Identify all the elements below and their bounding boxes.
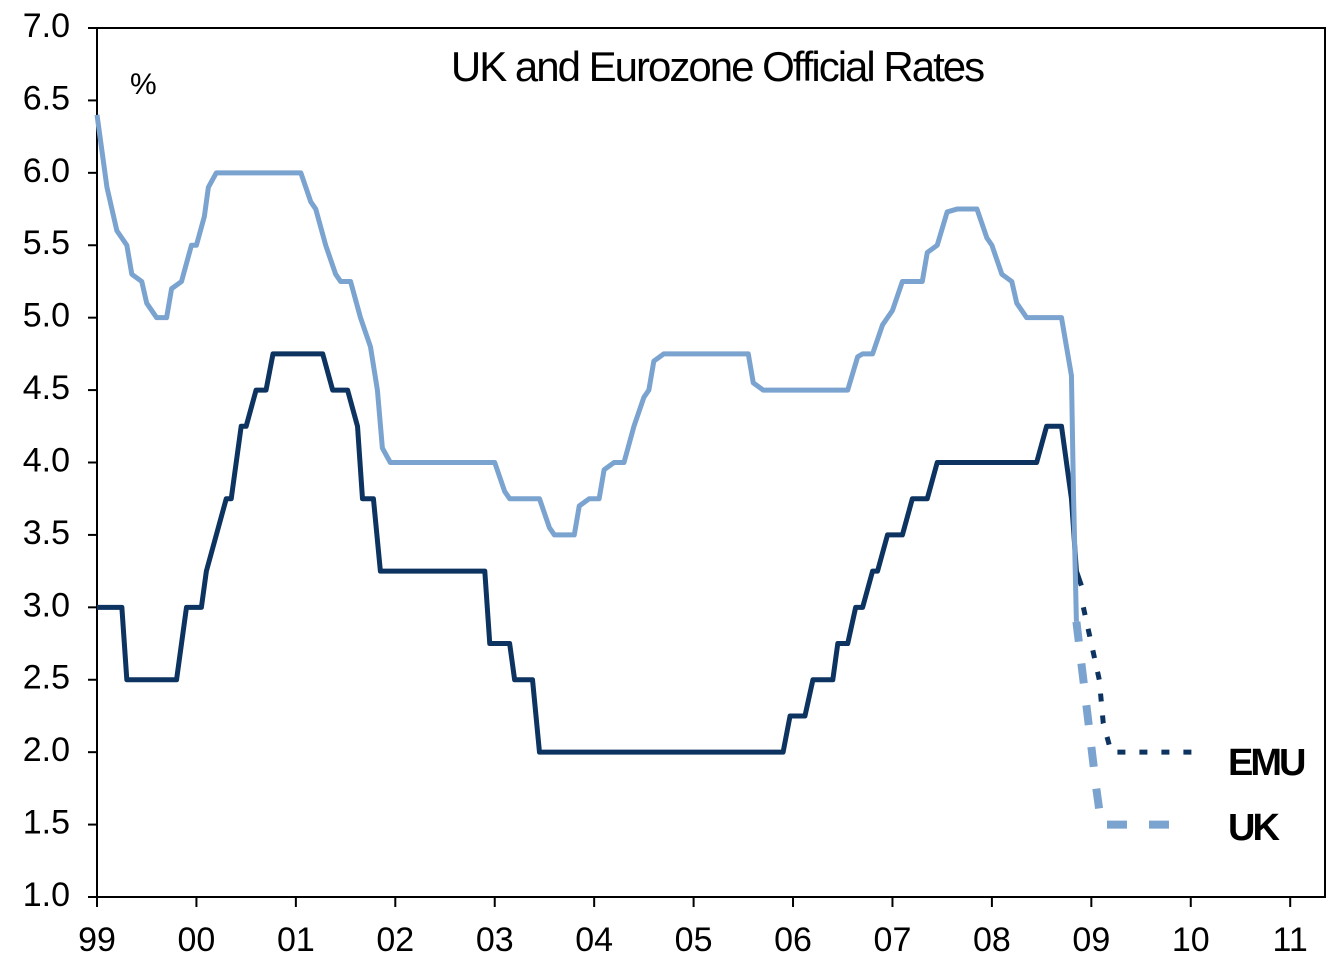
y-tick-label: 1.0 (23, 876, 70, 914)
forecast-line (1080, 606, 1196, 755)
x-tick-label: 08 (973, 921, 1011, 959)
y-tick-label: 6.0 (23, 152, 70, 190)
y-tick-label: 4.5 (23, 369, 70, 407)
x-tick-label: 06 (774, 921, 812, 959)
x-tick-label: 04 (575, 921, 613, 959)
x-tick-label: 02 (376, 921, 414, 959)
x-tick-label: 05 (675, 921, 713, 959)
y-tick-label: 1.5 (23, 804, 70, 842)
x-tick-label: 03 (476, 921, 514, 959)
y-tick-label: 2.0 (23, 731, 70, 769)
chart-title: UK and Eurozone Official Rates (451, 43, 984, 90)
plot-frame (96, 27, 1326, 898)
rate-line (94, 114, 1079, 622)
y-tick-label: 6.5 (23, 79, 70, 117)
forecast-line (1072, 621, 1176, 829)
y-axis-label: % (130, 68, 157, 101)
x-tick-label: 99 (78, 921, 116, 959)
legend-label: UK (1228, 807, 1280, 849)
x-tick-label: 10 (1172, 921, 1210, 959)
x-tick-label: 07 (874, 921, 912, 959)
x-tick-label: 01 (277, 921, 315, 959)
x-tick-label: 11 (1273, 921, 1308, 959)
rate-line (97, 351, 1084, 755)
x-tick-label: 00 (178, 921, 216, 959)
y-tick-label: 5.0 (23, 297, 70, 335)
legend-label: EMU (1228, 742, 1305, 784)
y-tick-label: 5.5 (23, 224, 70, 262)
x-tick-label: 09 (1072, 921, 1110, 959)
y-tick-label: 3.5 (23, 514, 70, 552)
y-tick-label: 4.0 (23, 441, 70, 479)
y-tick-label: 7.0 (23, 7, 70, 45)
y-tick-label: 3.0 (23, 586, 70, 624)
y-tick-label: 2.5 (23, 659, 70, 697)
